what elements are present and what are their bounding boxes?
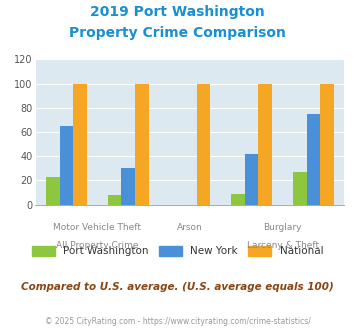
- Bar: [73, 83, 87, 205]
- Text: Compared to U.S. average. (U.S. average equals 100): Compared to U.S. average. (U.S. average …: [21, 282, 334, 292]
- Bar: [320, 83, 334, 205]
- Text: Motor Vehicle Theft: Motor Vehicle Theft: [53, 223, 141, 232]
- Text: Larceny & Theft: Larceny & Theft: [246, 241, 319, 250]
- Text: All Property Crime: All Property Crime: [56, 241, 138, 250]
- Legend: Port Washington, New York, National: Port Washington, New York, National: [32, 246, 323, 256]
- Text: Arson: Arson: [177, 223, 203, 232]
- Text: Property Crime Comparison: Property Crime Comparison: [69, 26, 286, 40]
- Bar: [245, 154, 258, 205]
- Bar: [197, 83, 210, 205]
- Bar: [307, 114, 320, 205]
- Bar: [293, 172, 307, 205]
- Bar: [60, 126, 73, 205]
- Bar: [121, 168, 135, 205]
- Bar: [231, 194, 245, 205]
- Text: 2019 Port Washington: 2019 Port Washington: [90, 5, 265, 19]
- Text: © 2025 CityRating.com - https://www.cityrating.com/crime-statistics/: © 2025 CityRating.com - https://www.city…: [45, 317, 310, 326]
- Bar: [258, 83, 272, 205]
- Bar: [108, 195, 121, 205]
- Bar: [135, 83, 148, 205]
- Text: Burglary: Burglary: [263, 223, 302, 232]
- Bar: [46, 177, 60, 205]
